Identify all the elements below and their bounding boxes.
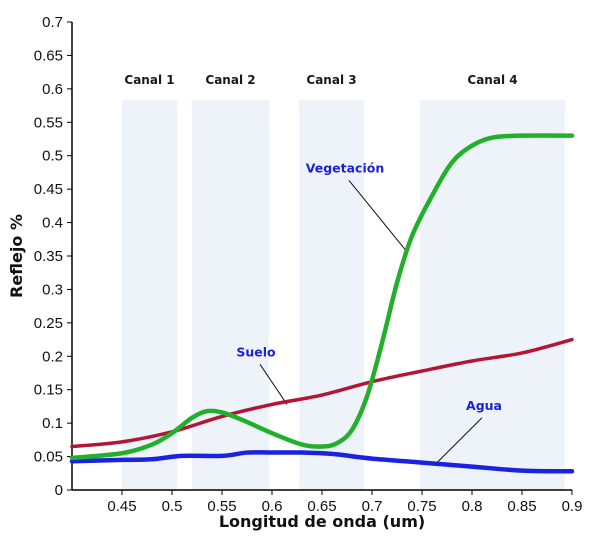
y-tick-label: 0.3 bbox=[42, 281, 63, 298]
vegetation-series-line bbox=[69, 133, 575, 461]
channel-bands: Canal 1 Canal 2 Canal 3 Canal 4 bbox=[122, 73, 565, 490]
y-tick-label: 0.1 bbox=[42, 415, 63, 432]
x-tick-label: 0.6 bbox=[262, 498, 283, 515]
x-axis-title: Longitud de onda (um) bbox=[219, 512, 425, 531]
y-tick-label: 0.2 bbox=[42, 348, 63, 365]
y-tick-label: 0.5 bbox=[42, 148, 63, 165]
channel-band-label-1: Canal 1 bbox=[124, 73, 174, 87]
soil-series-line bbox=[70, 337, 574, 449]
x-tick-label: 0.65 bbox=[307, 498, 336, 515]
y-tick-label: 0.65 bbox=[34, 47, 63, 64]
y-tick-label: 0 bbox=[55, 482, 63, 499]
channel-band-label-3: Canal 3 bbox=[306, 73, 356, 87]
y-tick-label: 0.7 bbox=[42, 14, 63, 31]
x-tick-label: 0.5 bbox=[162, 498, 183, 515]
x-tick-label: 0.7 bbox=[362, 498, 383, 515]
label-pointers bbox=[259, 180, 483, 465]
x-tick-label: 0.8 bbox=[462, 498, 483, 515]
x-tick-label: 0.55 bbox=[207, 498, 236, 515]
x-tick-label: 0.9 bbox=[562, 498, 583, 515]
channel-band-label-2: Canal 2 bbox=[205, 73, 255, 87]
y-ticks: 0 0.05 0.1 0.15 0.2 0.25 0.3 0.35 0.4 0.45 0.5 0.55… bbox=[34, 14, 72, 499]
vegetation-series-label: Vegetación bbox=[306, 160, 385, 175]
channel-band-4 bbox=[420, 100, 565, 490]
channel-band-3 bbox=[299, 100, 364, 490]
y-axis-title: Reflejo % bbox=[7, 214, 26, 298]
x-tick-label: 0.85 bbox=[507, 498, 536, 515]
water-series-line bbox=[69, 450, 575, 474]
y-tick-label: 0.6 bbox=[42, 81, 63, 98]
y-tick-label: 0.4 bbox=[42, 215, 63, 232]
x-ticks: 0.45 0.5 0.55 0.6 0.65 0.7 0.75 0.8 0.85 0.9 bbox=[107, 490, 582, 515]
channel-band-label-4: Canal 4 bbox=[467, 73, 517, 87]
y-tick-label: 0.05 bbox=[34, 449, 63, 466]
channel-band-2 bbox=[192, 100, 269, 490]
soil-series-label: Suelo bbox=[236, 344, 276, 359]
water-series-label: Agua bbox=[466, 398, 502, 413]
x-tick-label: 0.75 bbox=[407, 498, 436, 515]
y-tick-label: 0.55 bbox=[34, 114, 63, 131]
y-tick-label: 0.25 bbox=[34, 315, 63, 332]
y-tick-label: 0.35 bbox=[34, 248, 63, 265]
series-labels: Vegetación Suelo Agua bbox=[236, 160, 502, 412]
vegetation-label-pointer bbox=[348, 180, 407, 251]
y-tick-label: 0.45 bbox=[34, 181, 63, 198]
soil-label-pointer bbox=[259, 364, 288, 405]
water-label-pointer bbox=[434, 417, 483, 465]
series-lines bbox=[69, 133, 575, 474]
channel-band-1 bbox=[122, 100, 177, 490]
x-tick-label: 0.45 bbox=[107, 498, 136, 515]
y-tick-label: 0.15 bbox=[34, 382, 63, 399]
